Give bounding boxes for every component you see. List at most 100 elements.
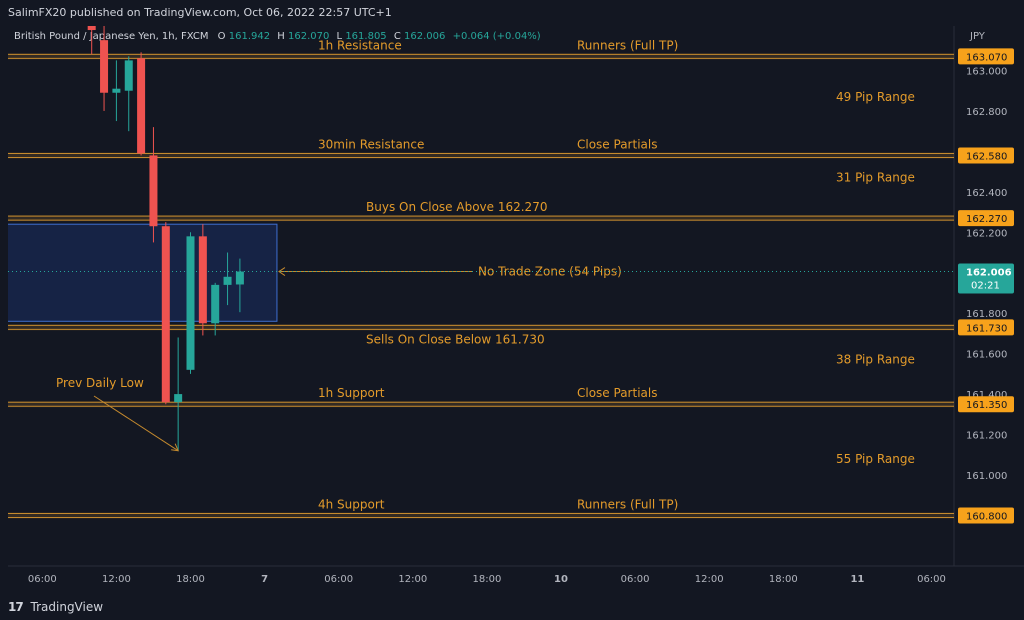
level-price-label: 162.580 [966,151,1007,162]
candle-body [161,226,170,403]
price-tick-label: 161.400 [966,390,1007,401]
level-price-badge [958,210,1014,227]
high-value: 162.070 [288,31,329,42]
price-tick-label: 162.800 [966,107,1007,118]
time-tick-label: 06:00 [28,574,57,585]
pip-range-label: 38 Pip Range [836,353,915,367]
time-tick-label: 12:00 [695,574,724,585]
tradingview-footer: 17 TradingView [0,594,1024,620]
level-left-text: Buys On Close Above 162.270 [366,200,547,214]
candle-body [174,394,183,403]
time-tick-label: 18:00 [769,574,798,585]
level-left-text: 4h Support [318,497,385,511]
candle-body [137,58,146,154]
level-band [8,324,954,331]
time-tick-label: 11 [850,574,864,585]
time-tick-label: 7 [261,574,268,585]
low-label: L [337,31,343,42]
candle-body [211,284,220,324]
no-trade-zone-label: No Trade Zone (54 Pips) [478,265,622,279]
price-tick-label: 163.000 [966,66,1007,77]
high-label: H [277,31,285,42]
close-value: 162.006 [404,31,445,42]
price-tick-label: 162.200 [966,228,1007,239]
level-price-badge [958,319,1014,336]
candle-body [198,236,207,324]
chart-frame[interactable]: British Pound / Japanese Yen, 1h, FXCM O… [0,0,1024,594]
level-price-label: 160.800 [966,511,1007,522]
currency-label: JPY [969,31,986,42]
price-tick-label: 162.400 [966,188,1007,199]
level-band [8,215,954,222]
countdown-label: 02:21 [971,281,1000,292]
level-right-text: Close Partials [577,386,657,400]
prev-daily-low-label: Prev Daily Low [56,376,144,390]
level-right-text: Runners (Full TP) [577,497,678,511]
time-tick-label: 06:00 [621,574,650,585]
pip-range-label: 49 Pip Range [836,90,915,104]
level-price-badge [958,147,1014,164]
level-band [8,152,954,159]
symbol-title: British Pound / Japanese Yen, 1h, FXCM [14,31,208,42]
level-price-label: 161.730 [966,323,1007,334]
level-left-text: Sells On Close Below 161.730 [366,332,545,346]
pip-range-label: 55 Pip Range [836,452,915,466]
prev-daily-low-arrowhead [171,443,179,452]
no-trade-zone-box [0,223,278,322]
candle-body [87,9,96,31]
time-tick-label: 12:00 [398,574,427,585]
time-tick-label: 10 [554,574,568,585]
level-price-label: 162.270 [966,214,1007,225]
level-band [8,53,954,60]
tradingview-brand[interactable]: TradingView [30,600,104,614]
time-tick-label: 18:00 [472,574,501,585]
low-value: 161.805 [345,31,386,42]
close-label: C [394,31,401,42]
level-right-text: Close Partials [577,137,657,151]
candle-body [100,40,109,93]
time-tick-label: 12:00 [102,574,131,585]
level-right-text: Runners (Full TP) [577,38,678,52]
prev-daily-low-arrow [93,395,179,452]
time-tick-label: 06:00 [324,574,353,585]
change-value: +0.064 (+0.04%) [453,31,541,42]
level-price-label: 161.350 [966,400,1007,411]
time-tick-label: 06:00 [917,574,946,585]
level-price-badge [958,396,1014,413]
current-price-badge [958,263,1014,294]
symbol-info: British Pound / Japanese Yen, 1h, FXCM O… [14,31,541,42]
publish-header: SalimFX20 published on TradingView.com, … [0,0,1024,26]
tradingview-logo-icon: 17 [8,600,24,614]
price-chart[interactable]: British Pound / Japanese Yen, 1h, FXCM O… [0,0,1024,594]
candle-body [112,88,121,93]
annotation-layer: Prev Daily Low [56,376,179,452]
candles-layer [87,0,244,451]
zone-arrow-head [278,267,286,276]
price-tick-label: 161.600 [966,350,1007,361]
price-tick-label: 161.200 [966,431,1007,442]
candle-body [223,276,232,285]
levels-layer: 1h Resistance Runners (Full TP) 30min Resi… [8,38,954,519]
level-band [8,512,954,519]
level-band [8,401,954,408]
no-trade-zone-layer: No Trade Zone (54 Pips) [0,223,954,322]
pip-range-label: 31 Pip Range [836,171,915,185]
publish-info: SalimFX20 published on TradingView.com, … [8,6,392,19]
candle-body [235,271,244,285]
current-price-label: 162.006 [966,268,1012,279]
level-price-badge [958,507,1014,524]
level-price-label: 163.070 [966,52,1007,63]
open-label: O [218,31,226,42]
candle-body [149,155,158,227]
candle-body [124,60,133,91]
price-tick-label: 161.000 [966,471,1007,482]
price-axis[interactable]: 163.000162.800162.600162.400162.200161.8… [958,48,1014,524]
price-tick-label: 161.800 [966,309,1007,320]
open-value: 161.942 [229,31,270,42]
level-left-text: 30min Resistance [318,137,424,151]
level-left-text: 1h Resistance [318,38,402,52]
time-axis[interactable]: 06:00 12:00 18:00 7 06:00 12:00 18:00 10 06:00 12… [28,574,946,585]
level-left-text: 1h Support [318,386,385,400]
level-price-badge [958,48,1014,65]
candle-body [186,236,195,370]
